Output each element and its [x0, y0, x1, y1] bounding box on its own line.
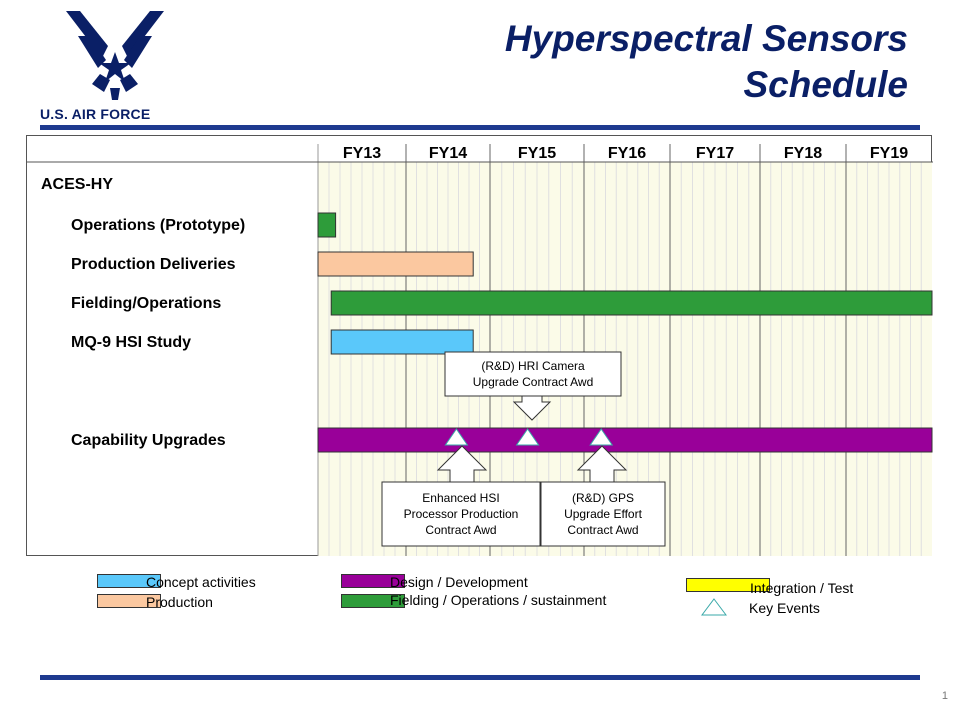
legend-swatch-concept [97, 574, 161, 588]
row-label: Fielding/Operations [71, 295, 221, 312]
legend-label-concept: Concept activities [146, 574, 256, 590]
legend-label-production: Production [146, 594, 213, 610]
program-label: ACES-HY [41, 176, 113, 193]
key-event-triangle [515, 428, 540, 446]
callout-text: (R&D) GPS [572, 491, 634, 505]
legend-label-fielding: Fielding / Operations / sustainment [390, 592, 607, 608]
fy-label-fy19: FY19 [870, 145, 908, 162]
legend-swatch-production [97, 594, 161, 608]
schedule-bar [317, 427, 933, 453]
logo-text: U.S. AIR FORCE [40, 106, 151, 122]
header-divider [40, 125, 920, 130]
page-number: 1 [941, 690, 948, 702]
callout-arrow [576, 445, 628, 483]
callout-text: Upgrade Contract Awd [473, 375, 594, 389]
row-label: Capability Upgrades [71, 432, 226, 449]
legend-swatch-integration [686, 578, 770, 592]
callout-arrow [512, 395, 552, 421]
schedule-chart: FY13 FY14 FY15 FY16 FY17 FY18 FY19 ACES-HY Opera… [26, 135, 933, 556]
legend-label-key-events: Key Events [749, 600, 820, 616]
callout-text: Contract Awd [425, 523, 496, 537]
air-force-wings-icon [66, 11, 164, 100]
page-title-line1: Hyperspectral Sensors [504, 18, 908, 59]
callout-text: (R&D) HRI Camera [481, 359, 585, 373]
schedule-bar [330, 290, 933, 316]
legend-label-design: Design / Development [390, 574, 528, 590]
callout-text: Contract Awd [567, 523, 638, 537]
fy-label-fy18: FY18 [784, 145, 822, 162]
fy-label-fy17: FY17 [696, 145, 734, 162]
schedule-bar [317, 251, 474, 277]
schedule-bar [330, 329, 474, 355]
page-title-line2: Schedule [743, 64, 909, 105]
fy-label-fy16: FY16 [608, 145, 646, 162]
callout-text: Processor Production [404, 507, 519, 521]
callout-text: Upgrade Effort [564, 507, 642, 521]
key-event-triangle [589, 428, 614, 446]
legend-swatch-design [341, 574, 405, 588]
callout-box [444, 351, 622, 397]
air-force-logo [40, 8, 190, 126]
row-label: Operations (Prototype) [71, 217, 245, 234]
row-label: Production Deliveries [71, 256, 236, 273]
key-event-triangle [444, 428, 469, 446]
schedule-bar [317, 212, 337, 238]
legend-label-integration: Integration / Test [750, 580, 854, 596]
schedule-chart-svg: FY13 FY14 FY15 FY16 FY17 FY18 FY19 ACES-HY Opera… [27, 144, 933, 556]
fy-label-fy13: FY13 [343, 145, 381, 162]
legend-swatch-fielding [341, 594, 405, 608]
key-event-triangle-icon [701, 598, 727, 616]
fy-label-fy15: FY15 [518, 145, 556, 162]
callout-box [540, 481, 666, 547]
callout-box [381, 481, 541, 547]
fy-label-fy14: FY14 [429, 145, 467, 162]
legend: Concept activities Production Design / D… [0, 570, 960, 620]
footer-divider [40, 675, 920, 680]
callout-text: Enhanced HSI [422, 491, 499, 505]
row-label: MQ-9 HSI Study [71, 334, 191, 351]
callout-arrow [436, 445, 488, 483]
